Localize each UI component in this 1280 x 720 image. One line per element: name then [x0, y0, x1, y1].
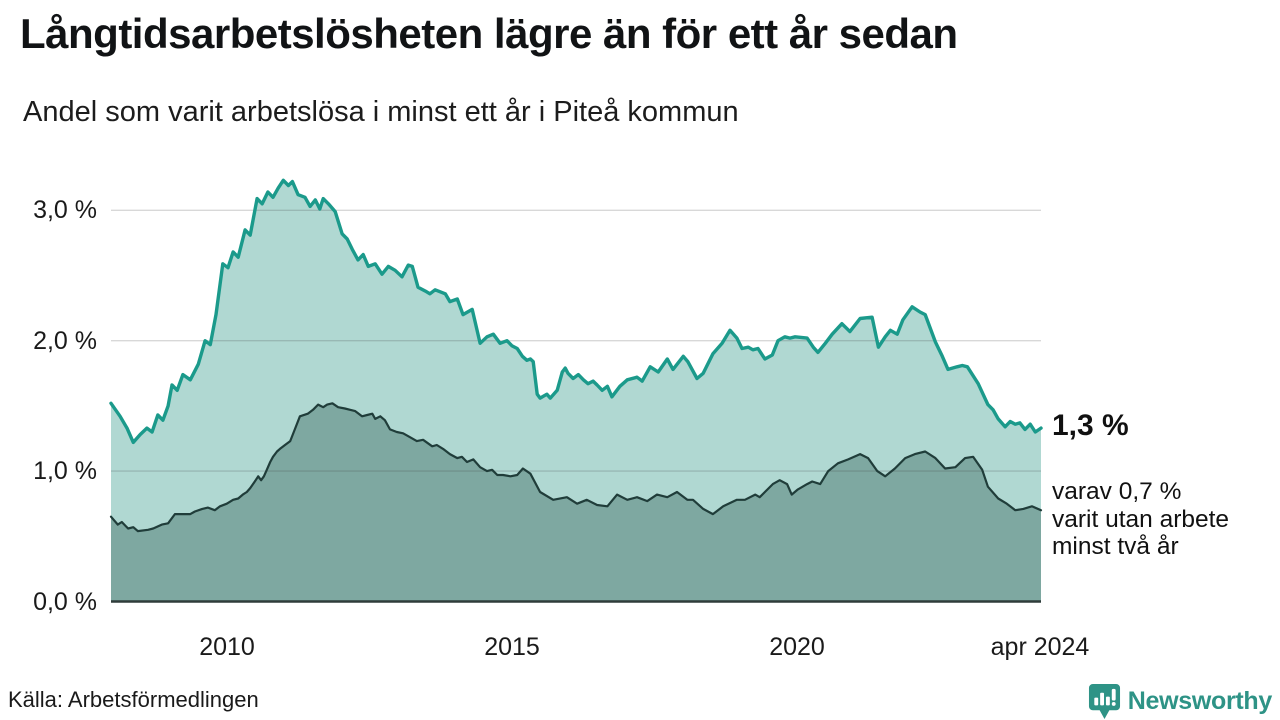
two-year-annotation-line2: varit utan arbete — [1052, 505, 1230, 533]
page-title: Långtidsarbetslösheten lägre än för ett … — [20, 10, 958, 57]
x-tick-2010: 2010 — [199, 633, 255, 661]
page-subtitle: Andel som varit arbetslösa i minst ett å… — [23, 96, 739, 128]
y-tick-2: 2,0 % — [33, 327, 97, 355]
x-tick-apr-2024: apr 2024 — [990, 633, 1090, 661]
total-end-value-label: 1,3 % — [1052, 409, 1129, 442]
x-tick-2020: 2020 — [769, 633, 825, 661]
source-attribution: Källa: Arbetsförmedlingen — [8, 687, 259, 712]
two-year-annotation: varav 0,7 % varit utan arbete minst två … — [1052, 478, 1229, 561]
y-tick-1: 1,0 % — [33, 457, 97, 485]
two-year-annotation-line3: minst två år — [1052, 533, 1179, 560]
two-year-annotation-line1: varav 0,7 % — [1052, 478, 1182, 505]
bar-chart-speech-bubble-icon — [1088, 683, 1121, 720]
newsworthy-wordmark: Newsworthy — [1127, 687, 1273, 715]
x-tick-2015: 2015 — [484, 633, 540, 661]
y-tick-0: 0,0 % — [33, 588, 97, 616]
y-tick-3: 3,0 % — [33, 196, 97, 224]
newsworthy-logo: Newsworthy — [1088, 683, 1272, 720]
